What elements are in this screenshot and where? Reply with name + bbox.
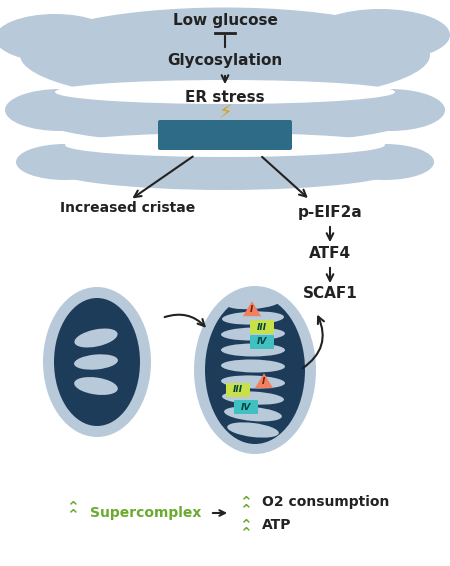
FancyBboxPatch shape: [226, 383, 250, 397]
Ellipse shape: [54, 298, 140, 426]
Ellipse shape: [310, 9, 450, 61]
Ellipse shape: [335, 89, 445, 131]
Ellipse shape: [336, 144, 434, 180]
FancyBboxPatch shape: [234, 400, 258, 414]
Text: ATF4: ATF4: [309, 246, 351, 260]
Text: Glycosylation: Glycosylation: [167, 53, 283, 67]
Ellipse shape: [74, 328, 117, 348]
Ellipse shape: [221, 375, 285, 389]
Text: I: I: [262, 377, 265, 386]
Ellipse shape: [16, 144, 114, 180]
Text: ATP: ATP: [262, 518, 292, 532]
Ellipse shape: [37, 92, 413, 144]
Ellipse shape: [221, 344, 285, 357]
FancyArrowPatch shape: [327, 268, 333, 281]
FancyBboxPatch shape: [250, 320, 274, 334]
FancyArrowPatch shape: [134, 157, 193, 197]
FancyBboxPatch shape: [158, 120, 292, 150]
Text: IV: IV: [257, 337, 267, 346]
Text: Increased cristae: Increased cristae: [60, 201, 196, 215]
Text: O2 consumption: O2 consumption: [262, 495, 389, 509]
Ellipse shape: [222, 391, 284, 405]
Text: ⌃: ⌃: [66, 500, 78, 514]
Ellipse shape: [0, 14, 115, 62]
Text: ⌃: ⌃: [238, 525, 252, 541]
Text: ⌃: ⌃: [238, 503, 252, 517]
Text: ⌃: ⌃: [238, 517, 252, 533]
Text: Low glucose: Low glucose: [172, 12, 278, 28]
Polygon shape: [243, 301, 261, 316]
Text: ER stress: ER stress: [185, 89, 265, 105]
FancyArrowPatch shape: [165, 315, 205, 326]
Ellipse shape: [221, 328, 285, 341]
Text: ⚡: ⚡: [218, 104, 232, 122]
Text: ⌃: ⌃: [238, 495, 252, 509]
Ellipse shape: [221, 359, 285, 372]
Text: III: III: [257, 323, 267, 332]
Text: SCAF1: SCAF1: [302, 286, 357, 302]
FancyArrowPatch shape: [222, 75, 228, 82]
Text: Supercomplex: Supercomplex: [90, 506, 202, 520]
Text: IV: IV: [241, 402, 251, 411]
FancyArrowPatch shape: [302, 316, 324, 368]
Ellipse shape: [222, 311, 284, 324]
Ellipse shape: [224, 406, 282, 422]
Ellipse shape: [74, 377, 118, 395]
Ellipse shape: [5, 89, 115, 131]
Text: I: I: [250, 305, 254, 314]
Ellipse shape: [225, 295, 281, 309]
Ellipse shape: [205, 296, 305, 444]
Text: III: III: [233, 385, 243, 395]
Ellipse shape: [20, 7, 430, 102]
Ellipse shape: [227, 422, 279, 438]
Ellipse shape: [55, 80, 395, 104]
Text: p-EIF2a: p-EIF2a: [297, 204, 362, 220]
Ellipse shape: [43, 287, 151, 437]
FancyArrowPatch shape: [262, 157, 306, 196]
Text: ⌃: ⌃: [66, 508, 78, 522]
FancyBboxPatch shape: [250, 335, 274, 349]
Ellipse shape: [48, 146, 402, 190]
FancyArrowPatch shape: [327, 227, 333, 240]
Ellipse shape: [194, 286, 316, 454]
Ellipse shape: [65, 133, 385, 157]
Polygon shape: [255, 373, 273, 388]
Ellipse shape: [74, 354, 118, 370]
